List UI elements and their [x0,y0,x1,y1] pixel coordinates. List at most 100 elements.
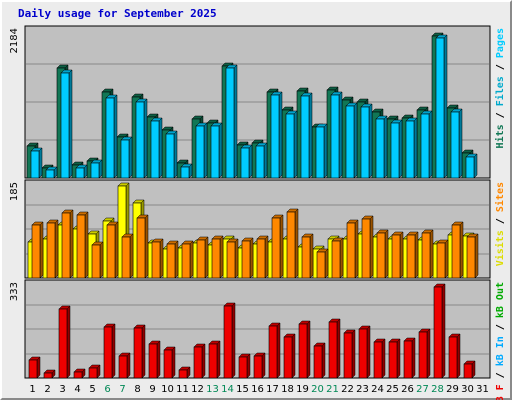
x-tick-label: 19 [296,384,309,395]
bar-sites-day-7 [121,233,134,279]
legend-entry-top-1: / [495,106,506,124]
bar-kb-f-day-26 [403,337,416,379]
bar-files-day-15 [240,144,253,179]
bar-files-day-22 [345,102,358,179]
bar-files-day-3 [60,69,73,179]
ymax-label-kb: 333 [9,282,20,301]
bar-files-day-27 [420,110,433,179]
bar-files-day-20 [315,123,328,179]
legend-entry-bottom-2: kB In [495,336,506,366]
legend-entry-middle-2: Sites [494,182,506,212]
bar-kb-f-day-25 [388,338,401,379]
bar-kb-f-day-7 [118,352,131,379]
bar-sites-day-22 [346,219,359,279]
bar-files-day-6 [105,94,118,179]
bar-files-day-14 [225,64,238,179]
bar-files-day-21 [330,91,343,179]
y-axis-labels: 2184 185 333 [9,28,20,301]
bar-sites-day-20 [316,248,329,279]
x-tick-label: 12 [191,384,204,395]
bar-files-day-9 [150,117,163,179]
ymax-label-visits-sites: 185 [9,182,20,201]
bar-files-day-5 [90,159,103,179]
bar-sites-day-23 [361,215,374,279]
bar-kb-f-day-17 [268,322,281,379]
bar-sites-day-11 [181,240,194,279]
x-tick-label: 3 [59,384,65,395]
bar-files-day-26 [405,117,418,179]
legend-entry-top-2: Files [494,76,506,106]
bar-files-day-19 [300,92,313,179]
legend-entry-bottom-1: / [495,366,506,384]
bar-kb-f-day-11 [178,366,191,379]
bar-sites-day-24 [376,229,389,279]
bar-kb-f-day-19 [298,320,311,379]
bar-files-day-30 [465,153,478,179]
right-legend-middle: Visits / Sites [494,182,506,266]
bar-files-day-28 [435,34,448,179]
bar-sites-day-14 [226,238,239,279]
x-tick-label: 5 [89,384,95,395]
bar-files-day-2 [45,166,58,179]
bar-kb-f-day-15 [238,353,251,379]
bar-kb-f-day-5 [88,364,101,379]
bar-files-day-23 [360,103,373,179]
x-tick-label: 13 [206,384,219,395]
bar-kb-f-day-16 [253,352,266,379]
bar-files-day-11 [180,163,193,179]
bar-sites-day-27 [421,229,434,279]
bar-files-day-29 [450,108,463,179]
x-tick-label: 22 [341,384,354,395]
bar-files-day-8 [135,98,148,179]
legend-entry-bottom-4: kB Out [495,282,506,318]
x-tick-label: 17 [266,384,279,395]
bar-kb-f-day-20 [313,342,326,379]
bar-files-day-12 [195,122,208,179]
bar-kb-f-day-12 [193,343,206,379]
x-tick-label: 16 [251,384,264,395]
bar-kb-f-day-22 [343,329,356,379]
x-tick-label: 21 [326,384,339,395]
x-tick-label: 4 [74,384,80,395]
bar-kb-f-day-13 [208,340,221,379]
right-side-legend: Hits / Files / Pages Visits / Sites kB F /… [494,28,506,400]
x-tick-label: 25 [386,384,399,395]
x-tick-label: 20 [311,384,324,395]
bar-sites-day-8 [136,214,149,279]
x-tick-label: 8 [134,384,140,395]
x-tick-label: 11 [176,384,189,395]
bar-files-day-10 [165,130,178,179]
x-tick-label: 24 [371,384,384,395]
bar-kb-f-day-6 [103,323,116,379]
bar-sites-day-18 [286,208,299,279]
bar-kb-f-day-14 [223,302,236,379]
x-tick-label: 31 [476,384,489,395]
bar-sites-day-5 [91,241,104,279]
legend-entry-middle-1: / [495,212,506,230]
bar-kb-f-day-10 [163,346,176,379]
x-tick-label: 7 [119,384,125,395]
x-tick-label: 14 [221,384,234,395]
bar-kb-f-day-21 [328,318,341,379]
bar-kb-f-day-29 [448,333,461,379]
bar-sites-day-28 [436,239,449,279]
x-tick-label: 26 [401,384,414,395]
x-tick-label: 18 [281,384,294,395]
legend-entry-top-3: / [495,58,506,76]
x-tick-label: 28 [431,384,444,395]
chart-title: Daily usage for September 2025 [18,7,217,20]
bar-sites-day-29 [451,221,464,279]
x-axis-day-labels: 1 2 3 4 5 6 7 8 9 10 11 12 13 14 15 16 17 18 19 20 21 22 23 24 2… [29,384,489,395]
bar-sites-day-19 [301,233,314,279]
x-tick-label: 15 [236,384,249,395]
bar-sites-day-3 [61,209,74,279]
chart-bars [26,32,479,379]
bar-sites-day-16 [256,235,269,279]
bar-files-day-1 [30,147,43,179]
x-tick-label: 27 [416,384,429,395]
bar-sites-day-17 [271,214,284,279]
bar-sites-day-30 [466,233,479,279]
bar-sites-day-9 [151,238,164,279]
bar-sites-day-13 [211,235,224,279]
bar-files-day-13 [210,122,223,179]
